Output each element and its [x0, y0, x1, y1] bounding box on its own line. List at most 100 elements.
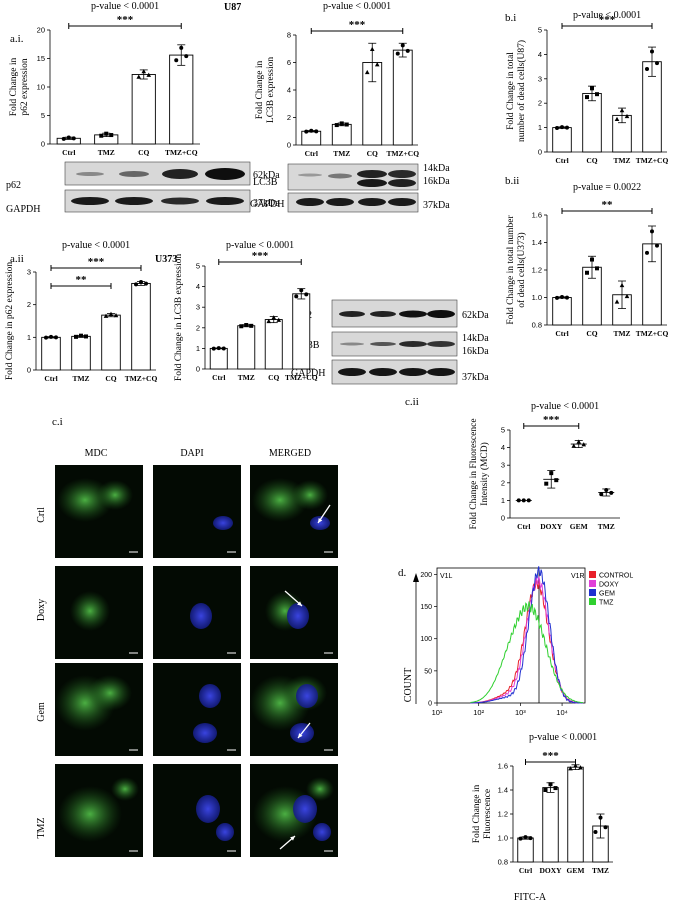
data-point: [395, 51, 400, 56]
data-point: [619, 107, 625, 113]
x-tick-label: Ctrl: [519, 866, 532, 875]
chart-dead-cells-u373: 0.8 1.0 1.2 1.4 1.6 p-value = 0.0022 Fold Chan…: [506, 182, 668, 338]
microscopy-grid: MDC DAPI MERGED Crtl Doxy Gem TMZ: [36, 448, 338, 857]
y-tick-label: 100: [420, 636, 432, 643]
x-tick-label: Ctrl: [517, 522, 530, 531]
data-point: [603, 825, 608, 830]
data-point: [624, 113, 630, 119]
x-tick-label: TMZ: [592, 866, 609, 875]
significance-label: ***: [599, 14, 616, 26]
blot-band: [115, 197, 153, 205]
micro-col-label: MDC: [85, 448, 108, 459]
data-point: [571, 443, 577, 448]
y-tick-label: 4: [501, 443, 505, 452]
data-point: [590, 257, 594, 262]
bar: [567, 766, 584, 863]
y-tick-label: 0: [287, 141, 291, 150]
blot-band: [399, 310, 427, 318]
nucleus-blue: [313, 823, 331, 841]
data-point: [221, 346, 226, 351]
u373-title: U373: [155, 254, 177, 265]
blot-size-label: 37kDa: [423, 200, 450, 211]
data-point: [174, 58, 179, 63]
y-axis-label: Fold Change inp62 expression: [9, 57, 30, 116]
micro-row-label: Gem: [36, 702, 47, 722]
panel-a-ii-label: a.ii: [10, 253, 24, 265]
blot-band: [76, 172, 104, 176]
data-point: [595, 92, 599, 97]
y-tick-label: 1: [538, 123, 542, 132]
data-point: [521, 498, 526, 503]
micro-panel: [153, 663, 241, 756]
blot-band: [388, 179, 416, 187]
data-point: [276, 317, 282, 322]
bar: [209, 347, 228, 370]
blot-row-label: GAPDH: [291, 368, 325, 379]
y-tick-label: 1.0: [498, 834, 508, 843]
data-point: [400, 43, 405, 48]
data-point: [560, 125, 564, 130]
blot-band: [427, 310, 455, 318]
chart-title: p-value < 0.0001: [62, 240, 130, 251]
y-tick-label: 50: [424, 668, 432, 675]
gapdh-bands: [296, 198, 416, 206]
x-tick-label: Ctrl: [305, 149, 318, 158]
data-point: [555, 125, 559, 130]
flow-gate-left: V1L: [440, 573, 453, 580]
data-point: [266, 318, 272, 324]
y-axis-label-line: Fold Change in total: [506, 52, 516, 130]
bar: [331, 123, 352, 146]
bar: [131, 74, 156, 145]
y-tick-label: 2: [501, 478, 505, 487]
chart-fitc-fluorescence: 0.8 1.0 1.2 1.4 1.6 p-value < 0.0001 Fold Chan…: [472, 732, 613, 875]
y-tick-label: 3: [196, 303, 200, 312]
x-tick-label: Ctrl: [44, 374, 57, 383]
y-tick-label: 4: [196, 282, 200, 291]
y-tick-label: 3: [27, 268, 31, 277]
data-point: [405, 48, 410, 53]
data-point: [544, 481, 549, 486]
blot-size-label: 16kDa: [462, 346, 489, 357]
x-tick-label: TMZ+CQ: [285, 373, 318, 382]
data-point: [526, 498, 531, 503]
nucleus-blue: [296, 684, 318, 708]
data-point: [598, 815, 603, 820]
y-tick-label: 2: [196, 323, 200, 332]
bar: [517, 837, 534, 863]
y-axis-label: Fold Change in total numberof dead cells…: [506, 215, 527, 325]
nucleus-blue: [287, 603, 309, 629]
y-axis-label: Fold Change in LC3B expression: [174, 254, 184, 381]
micro-col-label: MERGED: [269, 448, 311, 459]
y-tick-label: 3: [501, 461, 505, 470]
y-tick-label: 150: [420, 604, 432, 611]
y-tick-label: 1.6: [498, 762, 508, 771]
data-point: [655, 61, 659, 66]
data-point: [364, 69, 370, 75]
legend-swatch: [589, 589, 596, 596]
blot-band: [427, 341, 455, 347]
data-point: [555, 295, 559, 300]
x-tick-label: TMZ+CQ: [386, 149, 419, 158]
blot-p62-u87: p62 GAPDH 62kDa 37kDa: [6, 161, 280, 215]
p62-bands: [76, 168, 245, 180]
data-point: [528, 836, 533, 841]
blot-size-label: 16kDa: [423, 176, 450, 187]
blot-band: [162, 169, 198, 179]
micro-row-label: Doxy: [36, 599, 47, 621]
gapdh-bands: [71, 197, 244, 205]
data-point: [179, 45, 184, 50]
y-tick-label: 5: [501, 426, 505, 435]
bar: [552, 127, 572, 153]
x-tick-label: TMZ+CQ: [636, 329, 669, 338]
blot-size-label: 62kDa: [253, 170, 280, 181]
y-tick-label: 0: [428, 701, 432, 708]
data-point: [560, 295, 564, 300]
data-point: [593, 830, 598, 834]
arrow-pointer-icon: [298, 733, 303, 738]
data-point: [113, 312, 119, 318]
y-tick-label: 0: [41, 140, 45, 149]
micro-row-label: TMZ: [36, 817, 47, 838]
data-point: [554, 478, 559, 483]
data-point: [604, 488, 609, 493]
nucleus-blue: [199, 684, 221, 708]
